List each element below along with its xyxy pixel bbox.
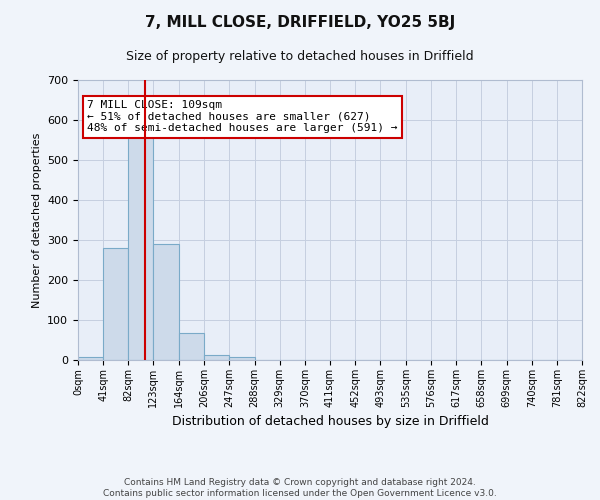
Y-axis label: Number of detached properties: Number of detached properties — [32, 132, 41, 308]
Text: Contains HM Land Registry data © Crown copyright and database right 2024.
Contai: Contains HM Land Registry data © Crown c… — [103, 478, 497, 498]
Bar — [179, 333, 205, 360]
X-axis label: Distribution of detached houses by size in Driffield: Distribution of detached houses by size … — [172, 416, 488, 428]
Text: Size of property relative to detached houses in Driffield: Size of property relative to detached ho… — [126, 50, 474, 63]
Text: 7 MILL CLOSE: 109sqm
← 51% of detached houses are smaller (627)
48% of semi-deta: 7 MILL CLOSE: 109sqm ← 51% of detached h… — [87, 100, 398, 133]
Bar — [78, 357, 103, 360]
Bar — [128, 136, 154, 360]
Bar — [103, 248, 128, 360]
Bar — [154, 244, 179, 360]
Bar — [229, 357, 254, 360]
Text: 7, MILL CLOSE, DRIFFIELD, YO25 5BJ: 7, MILL CLOSE, DRIFFIELD, YO25 5BJ — [145, 15, 455, 30]
Bar — [205, 355, 229, 360]
